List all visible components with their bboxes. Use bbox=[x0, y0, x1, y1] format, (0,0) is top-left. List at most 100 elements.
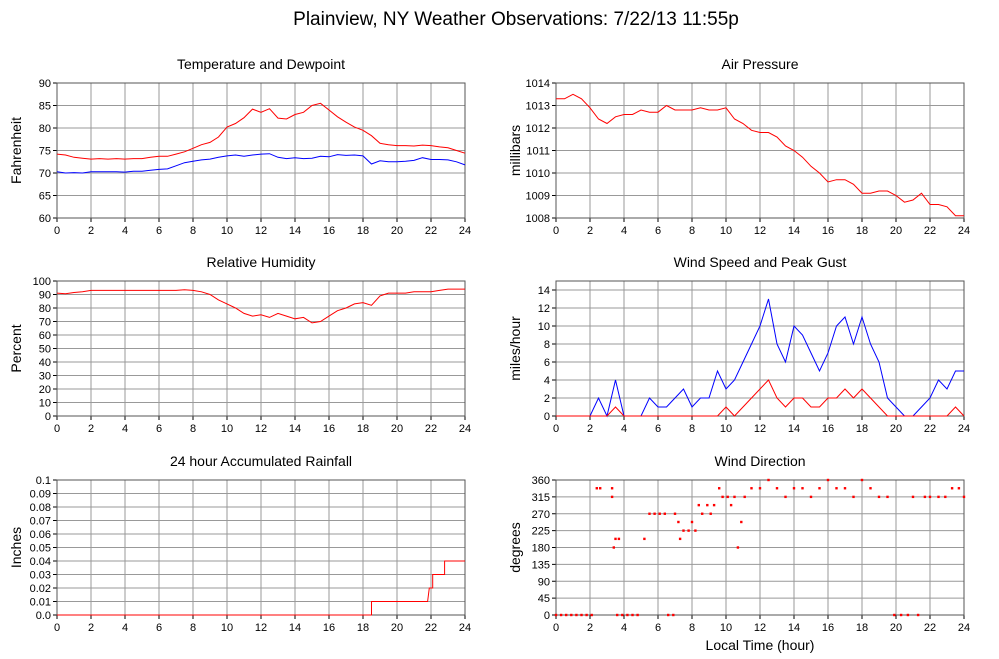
x-tick-label: 4 bbox=[122, 423, 128, 435]
data-point bbox=[835, 487, 838, 490]
x-tick-label: 10 bbox=[221, 423, 233, 435]
data-point bbox=[906, 613, 910, 617]
x-tick-label: 2 bbox=[88, 622, 94, 634]
y-tick-label: 12 bbox=[538, 303, 550, 315]
x-tick-label: 24 bbox=[459, 423, 471, 435]
x-tick-label: 20 bbox=[890, 423, 902, 435]
y-tick-label: 70 bbox=[39, 317, 51, 329]
y-tick-label: 0 bbox=[544, 411, 550, 423]
y-tick-label: 1011 bbox=[526, 146, 550, 158]
y-axis-label: degrees bbox=[507, 522, 523, 573]
x-tick-label: 24 bbox=[958, 423, 970, 435]
x-tick-label: 22 bbox=[924, 622, 936, 634]
y-tick-label: 90 bbox=[39, 290, 51, 302]
x-tick-label: 2 bbox=[88, 225, 94, 237]
y-tick-label: 0.03 bbox=[30, 570, 51, 582]
data-point bbox=[818, 487, 821, 490]
series-line-rainfall bbox=[57, 560, 465, 616]
y-tick-label: 90 bbox=[538, 576, 550, 588]
x-tick-label: 8 bbox=[689, 423, 695, 435]
data-point bbox=[617, 537, 621, 541]
data-point bbox=[585, 613, 588, 617]
y-tick-label: 65 bbox=[39, 191, 51, 203]
x-tick-label: 12 bbox=[754, 225, 766, 237]
y-tick-label: 50 bbox=[39, 344, 51, 356]
series-line-wind-speed bbox=[556, 379, 965, 417]
data-point bbox=[736, 546, 740, 549]
data-point bbox=[750, 487, 753, 490]
y-tick-label: 0.01 bbox=[30, 597, 51, 609]
plot-frame bbox=[555, 479, 965, 616]
plot-frame bbox=[555, 82, 965, 219]
y-tick-label: 315 bbox=[532, 492, 550, 504]
x-tick-label: 10 bbox=[720, 622, 732, 634]
x-tick-label: 12 bbox=[255, 622, 267, 634]
x-tick-label: 14 bbox=[289, 225, 301, 237]
y-tick-label: 30 bbox=[39, 371, 51, 383]
data-point bbox=[614, 537, 617, 541]
series-line-relative-humidity bbox=[56, 288, 465, 324]
x-tick-label: 6 bbox=[156, 423, 162, 435]
y-tick-label: 1009 bbox=[526, 191, 550, 203]
x-tick-label: 6 bbox=[655, 225, 661, 237]
x-tick-label: 20 bbox=[391, 225, 403, 237]
y-tick-label: 0.02 bbox=[30, 583, 51, 595]
y-axis-label: miles/hour bbox=[507, 316, 523, 381]
x-tick-label: 24 bbox=[459, 622, 471, 634]
chart-title: 24 hour Accumulated Rainfall bbox=[170, 453, 352, 469]
x-tick-label: 0 bbox=[553, 423, 559, 435]
data-point bbox=[758, 487, 762, 490]
y-tick-label: 20 bbox=[39, 384, 51, 396]
x-tick-label: 4 bbox=[621, 423, 627, 435]
y-tick-label: 60 bbox=[39, 213, 51, 225]
data-point bbox=[950, 487, 954, 490]
data-point bbox=[682, 529, 685, 532]
x-tick-label: 20 bbox=[391, 423, 403, 435]
x-tick-label: 0 bbox=[54, 622, 60, 634]
chart-title: Relative Humidity bbox=[207, 254, 316, 270]
data-point bbox=[672, 613, 675, 617]
y-tick-label: 85 bbox=[39, 101, 51, 113]
data-point bbox=[663, 512, 666, 515]
x-tick-label: 12 bbox=[754, 423, 766, 435]
data-point bbox=[690, 520, 694, 524]
data-point bbox=[658, 512, 661, 515]
x-tick-label: 18 bbox=[357, 225, 369, 237]
data-point bbox=[743, 495, 746, 499]
x-tick-label: 0 bbox=[553, 225, 559, 237]
data-point bbox=[923, 495, 927, 499]
x-tick-label: 10 bbox=[720, 423, 732, 435]
data-point bbox=[678, 537, 682, 541]
x-tick-label: 12 bbox=[255, 225, 267, 237]
y-tick-label: 0.06 bbox=[30, 529, 51, 541]
data-point bbox=[687, 529, 690, 532]
x-tick-label: 12 bbox=[754, 622, 766, 634]
data-point bbox=[852, 495, 855, 499]
data-point bbox=[729, 503, 733, 507]
x-tick-label: 4 bbox=[621, 225, 627, 237]
data-point bbox=[590, 613, 593, 617]
y-axis-label: Percent bbox=[8, 324, 24, 372]
x-tick-label: 18 bbox=[856, 622, 868, 634]
x-tick-label: 18 bbox=[856, 225, 868, 237]
data-point bbox=[937, 495, 940, 499]
data-point bbox=[631, 613, 634, 617]
x-tick-label: 14 bbox=[788, 622, 800, 634]
x-tick-label: 4 bbox=[122, 225, 128, 237]
data-point bbox=[653, 512, 656, 515]
x-tick-label: 22 bbox=[425, 622, 437, 634]
y-tick-label: 14 bbox=[538, 285, 550, 297]
data-point bbox=[697, 503, 700, 507]
data-point bbox=[595, 487, 598, 490]
data-point bbox=[570, 613, 573, 617]
data-point bbox=[565, 613, 568, 617]
y-tick-label: 1010 bbox=[526, 168, 550, 180]
y-tick-label: 135 bbox=[532, 559, 550, 571]
y-axis-label: millibars bbox=[507, 125, 523, 176]
x-tick-label: 18 bbox=[357, 423, 369, 435]
y-tick-label: 180 bbox=[532, 543, 550, 555]
x-tick-label: 16 bbox=[323, 225, 335, 237]
x-tick-label: 14 bbox=[788, 423, 800, 435]
y-tick-label: 2 bbox=[544, 393, 550, 405]
